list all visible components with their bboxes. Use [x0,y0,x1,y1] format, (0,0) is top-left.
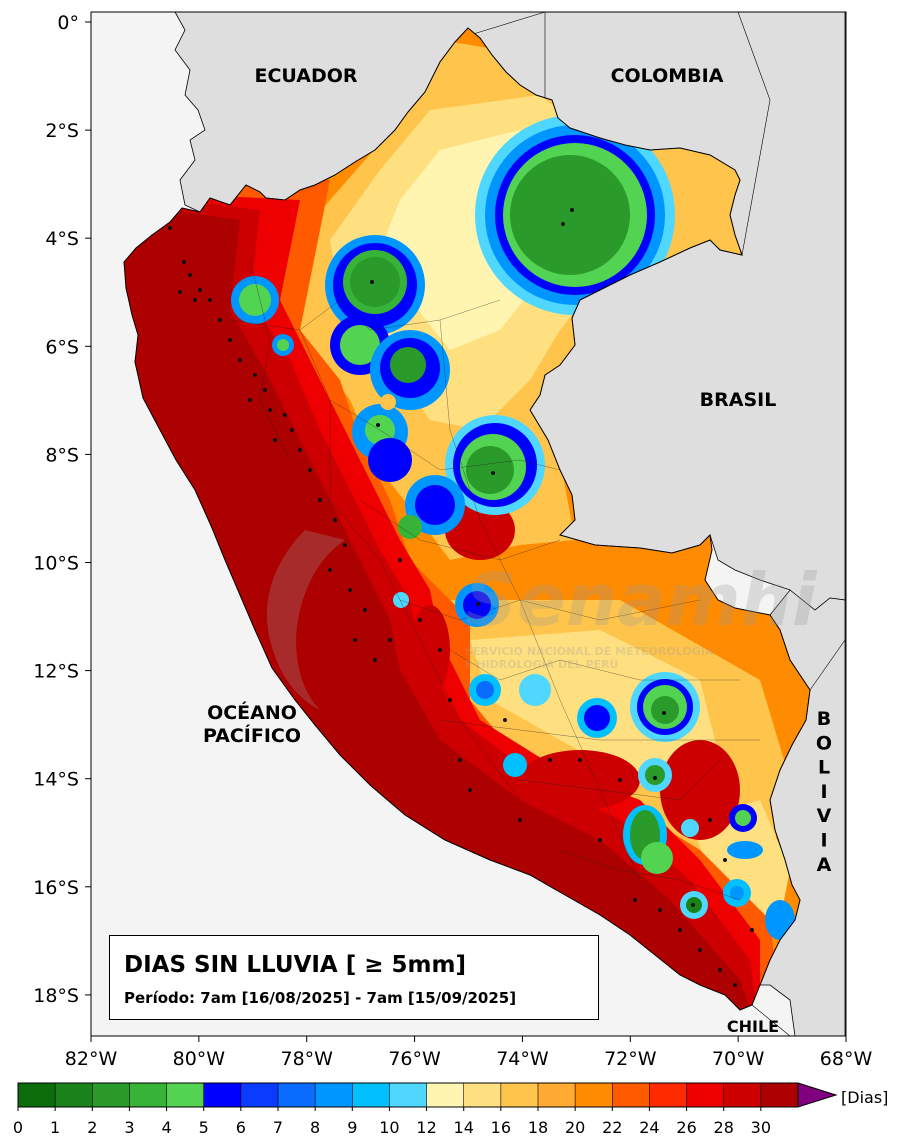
lon-tick-label: 82°W [65,1048,118,1070]
lat-tick-label: 12°S [33,661,79,683]
colorbar-swatch [203,1083,242,1107]
colorbar-swatch [315,1083,353,1107]
watermark-line2: E HIDROLOGÍA DEL PERÚ [465,658,619,671]
colorbar-unit: [Dias] [841,1088,888,1107]
colorbar-tick-label: 16 [491,1118,511,1137]
colorbar-swatch [278,1083,316,1107]
colorbar-tick-label: 20 [565,1118,585,1137]
colorbar-swatch [55,1083,93,1107]
bolivia-letter: I [820,830,827,852]
lat-tick-label: 6°S [45,336,79,358]
lat-tick-label: 14°S [33,769,79,791]
colorbar-tick-label: 10 [379,1118,399,1137]
colorbar-swatch [18,1083,56,1107]
bolivia-letter: O [816,732,832,754]
lat-tick-label: 0° [57,12,79,34]
lat-tick-label: 4°S [45,228,79,250]
border-ecuador-colombia [469,11,546,100]
lon-tick-label: 78°W [280,1048,333,1070]
latitude-axis: 0° 2°S 4°S 6°S 8°S 10°S 12°S 14°S 16°S 18°S [33,12,91,1007]
watermark-name: Senamhi [465,558,818,642]
title-box: DIAS SIN LLUVIA [ ≥ 5mm] Período: 7am [1… [109,935,599,1020]
bolivia-letter: A [817,854,832,876]
colorbar: 0 1 2 3 4 5 6 7 8 9 10 12 14 16 18 20 22 24 26 28 30[Dias] [13,1082,888,1137]
lon-tick-label: 68°W [820,1048,873,1070]
bolivia-letter: L [818,757,830,779]
map-period: Período: 7am [16/08/2025] - 7am [15/09/2… [124,989,517,1007]
border-chile-bolivia [751,1004,791,1037]
colorbar-tick-label: 26 [676,1118,696,1137]
colorbar-tick-label: 1 [50,1118,60,1137]
colorbar-swatch [649,1083,688,1107]
lon-tick-label: 72°W [604,1048,657,1070]
label-colombia: COLOMBIA [611,65,724,87]
lat-tick-label: 2°S [45,120,79,142]
colorbar-extend-arrow [797,1082,838,1108]
colorbar-swatch [538,1083,576,1107]
lon-tick-label: 80°W [173,1048,226,1070]
colorbar-swatch [352,1083,390,1107]
colorbar-swatch [686,1083,725,1107]
longitude-axis: 82°W 80°W 78°W 76°W 74°W 72°W 70°W 68°W [65,1036,873,1070]
colorbar-tick-label: 3 [124,1118,134,1137]
colorbar-tick-label: 14 [454,1118,474,1137]
colorbar-tick-label: 2 [87,1118,97,1137]
colorbar-swatch [426,1083,465,1107]
lat-tick-label: 10°S [33,553,79,575]
colorbar-swatch [463,1083,502,1107]
label-brasil: BRASIL [700,389,777,411]
map-title: DIAS SIN LLUVIA [ ≥ 5mm] [124,952,466,978]
colorbar-swatch [723,1083,762,1107]
colorbar-tick-label: 8 [310,1118,320,1137]
colorbar-swatch [760,1083,799,1107]
colorbar-tick-label: 0 [13,1118,23,1137]
colorbar-swatch [240,1083,279,1107]
bolivia-letter: B [817,708,831,730]
lat-tick-label: 16°S [33,877,79,899]
bolivia-letter: V [817,805,832,827]
colorbar-swatch [166,1083,205,1107]
colorbar-tick-label: 12 [416,1118,436,1137]
senamhi-logo-icon [266,530,345,710]
colorbar-swatch [500,1083,539,1107]
label-chile: CHILE [727,1017,779,1036]
lat-tick-label: 8°S [45,444,79,466]
label-ecuador: ECUADOR [254,65,357,87]
colorbar-tick-label: 4 [161,1118,171,1137]
lat-tick-label: 18°S [33,985,79,1007]
colorbar-tick-label: 30 [751,1118,771,1137]
colorbar-tick-label: 24 [639,1118,659,1137]
bolivia-letter: I [820,781,827,803]
peru-outline [123,27,811,1011]
lon-tick-label: 74°W [496,1048,549,1070]
senamhi-watermark: Senamhi SERVICIO NACIONAL DE METEOROLOGÍ… [266,530,818,710]
colorbar-tick-label: 28 [714,1118,734,1137]
border-colombia-brasil [737,11,771,256]
colorbar-swatch [575,1083,613,1107]
colorbar-swatch [612,1083,650,1107]
colorbar-swatch [92,1083,130,1107]
colorbar-tick-label: 5 [199,1118,209,1137]
lon-tick-label: 70°W [712,1048,765,1070]
map-frame [90,11,847,1037]
colorbar-swatch [389,1083,428,1107]
colorbar-tick-label: 7 [273,1118,283,1137]
colorbar-swatch [129,1083,168,1107]
colorbar-tick-label: 18 [528,1118,548,1137]
colorbar-tick-label: 9 [347,1118,357,1137]
colorbar-outline [17,1082,799,1108]
label-ocean-line2: PACÍFICO [203,724,301,747]
watermark-line1: SERVICIO NACIONAL DE METEOROLOGÍA [465,645,714,658]
colorbar-tick-label: 22 [602,1118,622,1137]
colorbar-tick-label: 6 [236,1118,246,1137]
label-ocean-line1: OCÉANO [207,701,297,724]
border-bolivia-brasil [809,639,846,691]
lon-tick-label: 76°W [388,1048,441,1070]
